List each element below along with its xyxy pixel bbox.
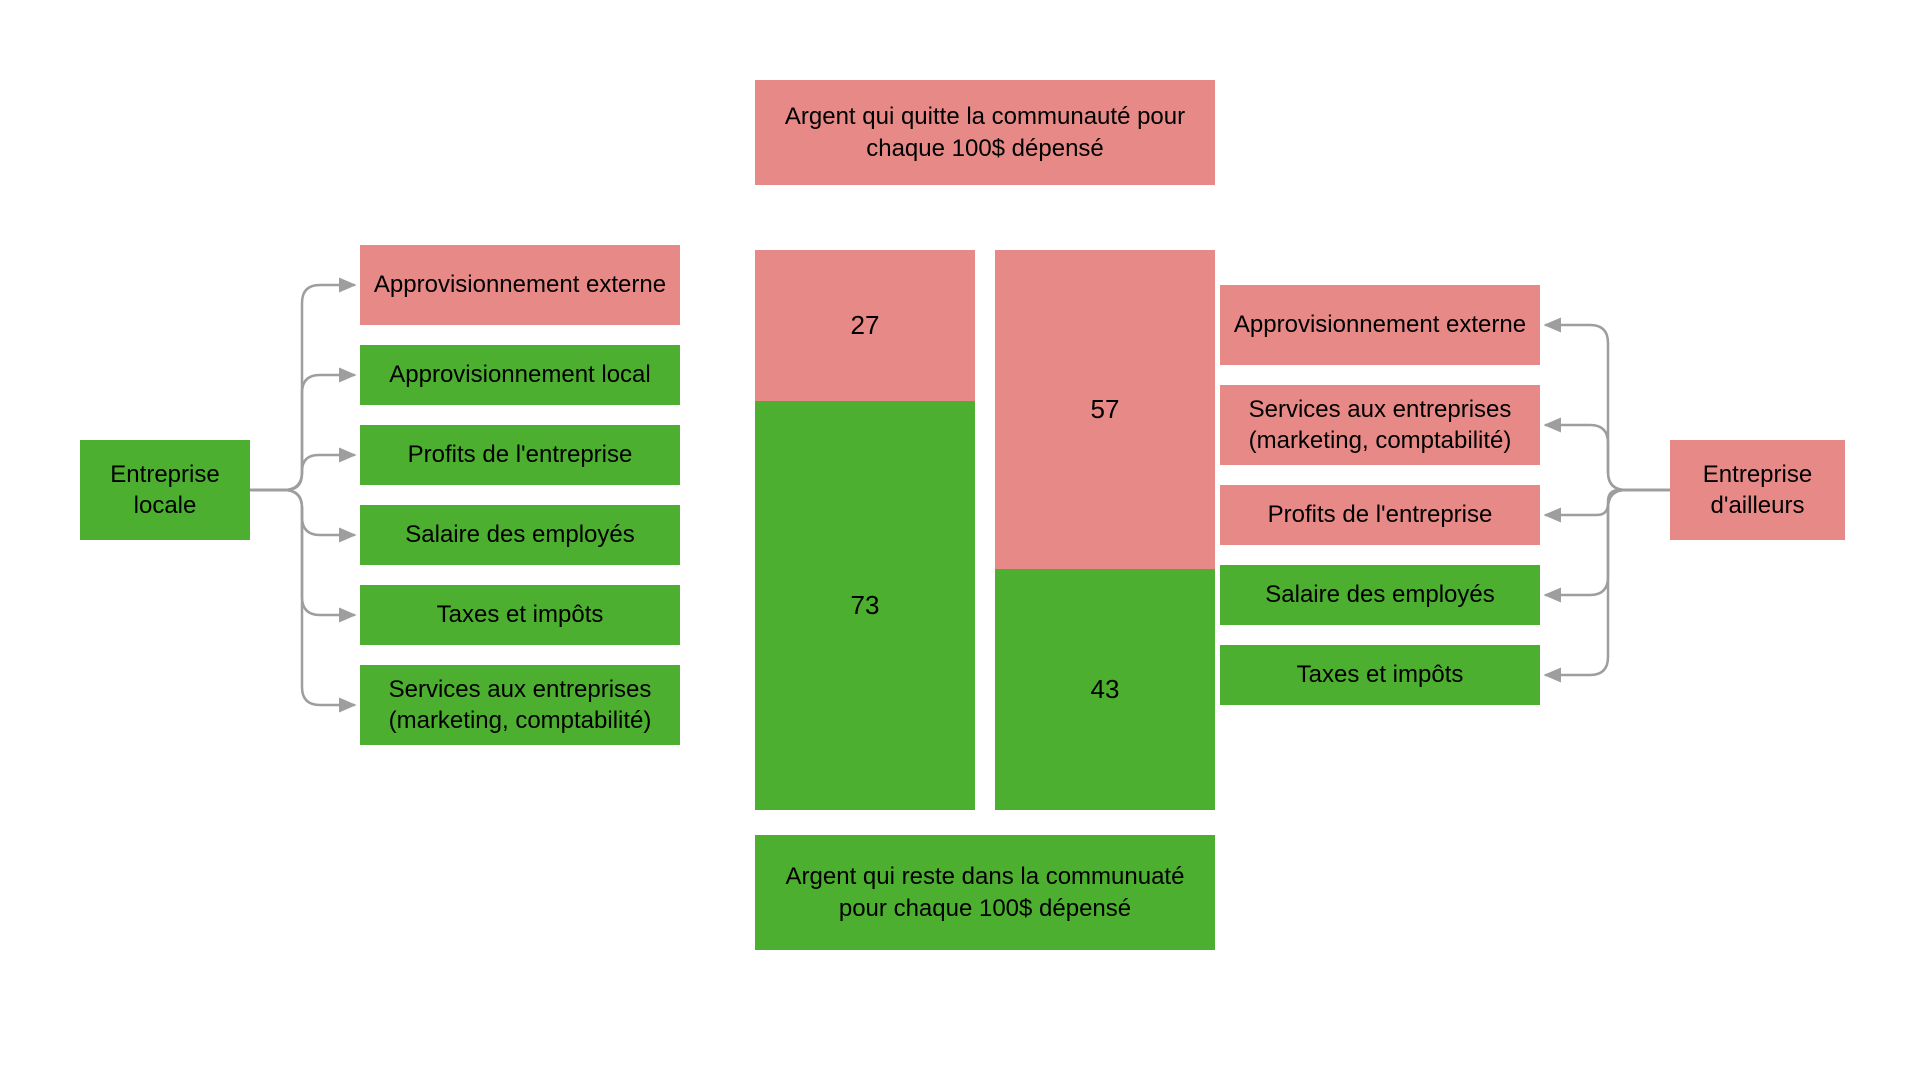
- right-item-1: Services aux entreprises (marketing, com…: [1220, 385, 1540, 465]
- left-item-4: Taxes et impôts: [360, 585, 680, 645]
- right-item-0: Approvisionnement externe: [1220, 285, 1540, 365]
- left-item-3: Salaire des employés: [360, 505, 680, 565]
- right-item-4: Taxes et impôts: [1220, 645, 1540, 705]
- left-item-0: Approvisionnement externe: [360, 245, 680, 325]
- right-item-2: Profits de l'entreprise: [1220, 485, 1540, 545]
- source-foreign: Entreprise d'ailleurs: [1670, 440, 1845, 540]
- bar-local-stay: 73: [755, 401, 975, 810]
- diagram-stage: Argent qui quitte la communauté pour cha…: [0, 0, 1920, 1080]
- right-item-3: Salaire des employés: [1220, 565, 1540, 625]
- bar-foreign-stay: 43: [995, 569, 1215, 810]
- header-leaves-community: Argent qui quitte la communauté pour cha…: [755, 80, 1215, 185]
- bar-foreign-leave: 57: [995, 250, 1215, 569]
- left-item-1: Approvisionnement local: [360, 345, 680, 405]
- source-local: Entreprise locale: [80, 440, 250, 540]
- left-item-5: Services aux entreprises (marketing, com…: [360, 665, 680, 745]
- footer-stays-community: Argent qui reste dans la communuaté pour…: [755, 835, 1215, 950]
- bar-local-leave: 27: [755, 250, 975, 401]
- left-item-2: Profits de l'entreprise: [360, 425, 680, 485]
